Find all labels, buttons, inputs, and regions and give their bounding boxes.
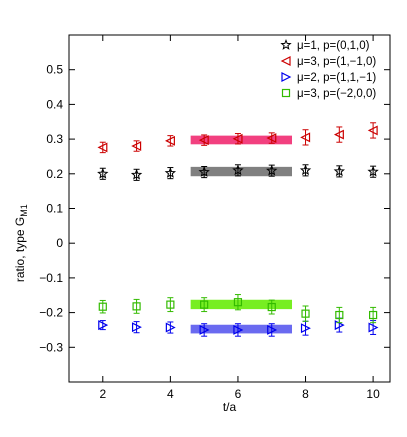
y-tick-label: −0.1 bbox=[39, 271, 63, 285]
data-point bbox=[97, 142, 108, 153]
data-point bbox=[198, 135, 209, 146]
y-tick-label: 0.2 bbox=[46, 167, 63, 181]
data-point bbox=[97, 167, 109, 179]
data-point bbox=[301, 309, 310, 318]
legend-marker bbox=[281, 88, 291, 98]
data-point bbox=[300, 132, 311, 143]
x-tick-label: 10 bbox=[366, 387, 380, 401]
data-point bbox=[132, 302, 141, 311]
data-point bbox=[131, 141, 142, 152]
data-point bbox=[300, 323, 311, 334]
data-point bbox=[267, 302, 276, 312]
data-point bbox=[369, 310, 378, 320]
data-point bbox=[367, 165, 379, 177]
data-points bbox=[97, 122, 379, 337]
y-axis-label-subscript: M1 bbox=[19, 204, 29, 217]
data-point bbox=[368, 322, 379, 333]
data-point bbox=[233, 324, 244, 335]
x-tick-label: 4 bbox=[167, 387, 174, 401]
data-point bbox=[164, 167, 177, 178]
plot-frame bbox=[68, 34, 391, 383]
data-point bbox=[266, 164, 278, 176]
data-point bbox=[130, 168, 143, 180]
data-point bbox=[233, 298, 243, 307]
data-point bbox=[166, 300, 175, 309]
data-point bbox=[165, 322, 176, 333]
y-tick-label: 0.5 bbox=[46, 63, 63, 77]
y-tick-label: −0.3 bbox=[39, 340, 63, 354]
x-tick-label: 2 bbox=[99, 387, 106, 401]
legend-label: μ=1, p=(0,1,0) bbox=[297, 40, 370, 52]
data-point bbox=[98, 320, 109, 331]
data-point bbox=[267, 324, 278, 335]
y-tick-label: 0.1 bbox=[46, 202, 63, 216]
fit-band bbox=[190, 135, 293, 145]
y-axis-label: ratio, type GM1 bbox=[13, 204, 29, 282]
y-tick-label: 0 bbox=[56, 236, 63, 250]
legend-marker bbox=[281, 72, 292, 82]
legend-label: μ=3, p=(−2,0,0) bbox=[297, 88, 376, 100]
y-axis-label-main: ratio, type G bbox=[13, 217, 27, 282]
data-point bbox=[131, 322, 142, 333]
x-tick-label: 6 bbox=[235, 387, 242, 401]
y-tick-label: −0.2 bbox=[39, 306, 63, 320]
data-point bbox=[198, 166, 210, 177]
data-point bbox=[199, 324, 210, 335]
data-point bbox=[335, 310, 344, 320]
legend-marker bbox=[280, 56, 291, 66]
data-point bbox=[367, 125, 378, 136]
legend-marker bbox=[280, 39, 292, 50]
data-point bbox=[165, 135, 175, 146]
x-tick-label: 8 bbox=[302, 387, 309, 401]
data-point bbox=[232, 164, 244, 176]
legend-label: μ=2, p=(1,1,−1) bbox=[297, 72, 376, 84]
data-point bbox=[200, 300, 209, 309]
data-point bbox=[98, 302, 107, 311]
x-axis-label: t/a bbox=[223, 400, 237, 414]
tick-labels: 2 4 6 8 10 −0.3 −0.2 −0.1 0 0.1 0.2 0.3 0.4 0.5 bbox=[39, 63, 380, 401]
data-point bbox=[299, 164, 312, 176]
data-point bbox=[232, 133, 243, 144]
ticks bbox=[69, 35, 390, 382]
y-tick-label: 0.4 bbox=[46, 97, 63, 111]
fit-band bbox=[190, 166, 293, 177]
legend: μ=1, p=(0,1,0) μ=3, p=(1,−1,0) μ=2, p=(1,1… bbox=[280, 39, 376, 100]
data-point bbox=[333, 129, 344, 140]
data-point bbox=[266, 133, 277, 144]
y-tick-label: 0.3 bbox=[46, 132, 63, 146]
legend-label: μ=3, p=(1,−1,0) bbox=[297, 56, 376, 68]
data-point bbox=[333, 165, 345, 177]
